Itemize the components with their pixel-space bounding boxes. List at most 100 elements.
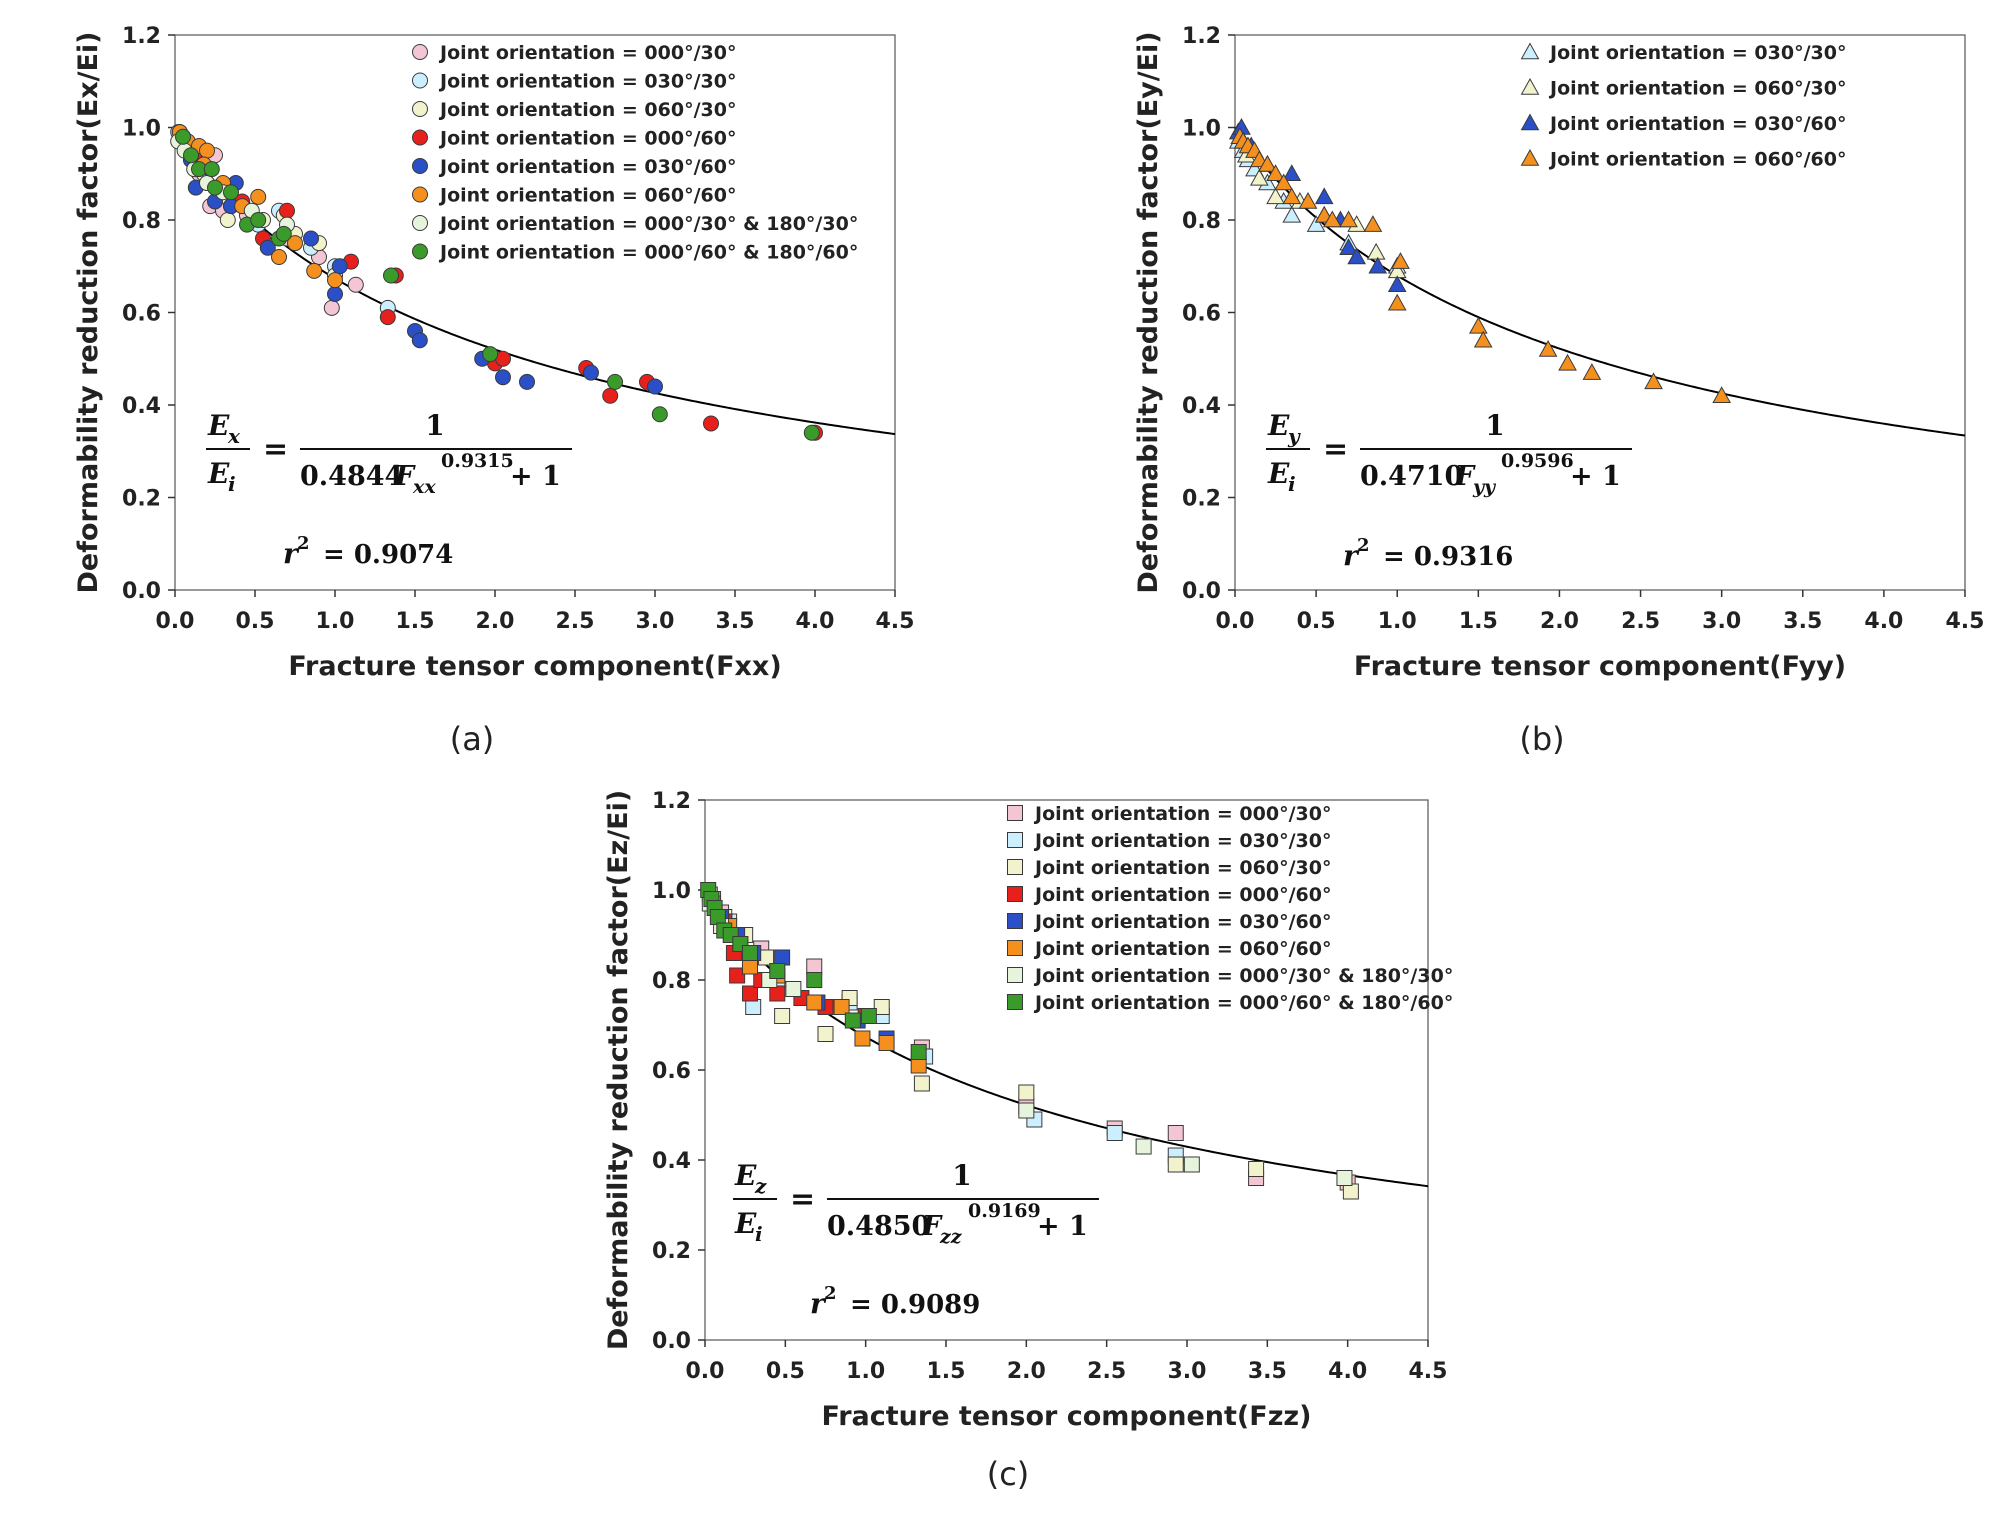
data-point — [1167, 1156, 1184, 1173]
x-tick-label: 2.0 — [1007, 1359, 1046, 1384]
data-point — [1135, 1138, 1152, 1155]
x-tick-label: 0.5 — [766, 1359, 805, 1384]
data-point — [1363, 215, 1383, 232]
y-tick-label: 0.8 — [122, 209, 161, 234]
data-point — [1106, 1125, 1123, 1141]
data-point — [1558, 353, 1577, 371]
equation-variable-sub: zz — [939, 1226, 963, 1248]
data-point — [774, 1008, 791, 1024]
plot-area-frame — [704, 799, 1429, 1341]
x-axis-title: Fracture tensor component(Fzz) — [822, 1401, 1312, 1432]
legend-swatch — [1520, 42, 1540, 60]
data-point — [287, 235, 303, 252]
equation-variable: F — [1454, 461, 1476, 492]
chart-svg: 0.0 0.2 0.4 0.6 0.8 1.0 1.2 0.0 0.5 1.0 1.5 2.0 2.5 3… — [603, 789, 1453, 1493]
x-tick-label: 1.5 — [927, 1359, 966, 1384]
data-point — [175, 128, 191, 145]
y-tick-label: 0.6 — [1182, 302, 1221, 327]
x-tick-label: 3.5 — [1783, 609, 1822, 634]
data-point — [607, 373, 623, 390]
equation-exponent: 0.9169 — [968, 1200, 1041, 1222]
data-point — [854, 1030, 871, 1047]
legend-label: Joint orientation = 030°/30° — [1548, 42, 1846, 64]
chart-panel-a: 0.0 0.2 0.4 0.6 0.8 1.0 1.2 0.0 0.5 1.0 1.5 2.0 2.5 3… — [20, 10, 920, 770]
legend-swatch — [1520, 113, 1540, 131]
data-point — [741, 958, 758, 975]
panel-label: (b) — [1519, 720, 1564, 758]
equation-coefficient: 0.4844 — [300, 461, 403, 492]
fit-curve — [704, 889, 1429, 1188]
data-point — [647, 378, 663, 395]
y-tick-label: 0.6 — [652, 1059, 691, 1084]
equation-plus-one: + 1 — [1570, 461, 1621, 492]
fit-curve — [1234, 126, 1966, 437]
x-tick-label: 0.0 — [686, 1359, 725, 1384]
data-point — [327, 286, 343, 302]
data-point — [1274, 173, 1294, 191]
r-squared-label: r — [1343, 539, 1360, 572]
data-point — [259, 239, 276, 256]
equation-equals: = — [790, 1182, 815, 1217]
data-point — [482, 346, 499, 363]
legend-label: Joint orientation = 030°/60° — [438, 156, 736, 178]
legend-swatch — [412, 158, 428, 174]
equation-variable-sub: yy — [1472, 476, 1497, 498]
legend-swatch — [412, 72, 428, 89]
data-point — [1266, 164, 1285, 182]
data-point — [1342, 1183, 1359, 1200]
x-axis-title: Fracture tensor component(Fxx) — [288, 651, 781, 682]
data-point — [806, 958, 823, 975]
legend-label: Joint orientation = 060°/30° — [1548, 78, 1846, 100]
legend-label: Joint orientation = 030°/30° — [438, 71, 736, 93]
data-point — [602, 387, 619, 404]
x-tick-label: 1.0 — [316, 609, 355, 634]
y-tick-label: 1.2 — [122, 24, 161, 49]
legend-label: Joint orientation = 000°/60° & 180°/60° — [438, 242, 858, 264]
legend-label: Joint orientation = 000°/30° & 180°/30° — [438, 213, 858, 235]
data-point — [1391, 252, 1410, 269]
data-point — [250, 188, 267, 205]
data-point — [1282, 205, 1302, 223]
data-point — [306, 262, 323, 279]
y-tick-label: 0.0 — [122, 579, 161, 604]
r-squared-value: = 0.9089 — [850, 1290, 980, 1320]
data-point — [1468, 316, 1488, 334]
equation-numerator: 1 — [1485, 409, 1504, 442]
x-tick-label: 2.0 — [476, 609, 515, 634]
legend-swatch — [412, 215, 428, 231]
data-point — [203, 161, 220, 178]
y-tick-label: 1.0 — [1182, 117, 1221, 142]
data-point — [741, 985, 758, 1002]
x-tick-label: 2.5 — [1621, 609, 1660, 634]
legend-swatch — [1007, 940, 1023, 956]
data-point — [347, 276, 364, 293]
equation-lhs-numerator: E — [734, 1159, 757, 1192]
x-tick-label: 3.0 — [636, 609, 675, 634]
legend: Joint orientation = 030°/30° Joint orient… — [1520, 42, 1846, 171]
data-point — [844, 1012, 861, 1029]
data-point — [873, 999, 890, 1015]
r-squared-superscript: 2 — [1357, 535, 1370, 556]
data-point — [1322, 210, 1342, 228]
data-point — [1473, 330, 1493, 348]
equation-lhs-denominator: E — [1267, 457, 1290, 490]
legend-swatch — [1007, 913, 1023, 929]
equation-lhs-denominator-sub: i — [228, 472, 236, 496]
data-point — [219, 212, 236, 228]
y-axis-title: Deformability reduction factor(Ey/Ei) — [1133, 31, 1164, 593]
data-point — [411, 332, 428, 349]
data-point — [745, 999, 762, 1015]
x-axis-title: Fracture tensor component(Fyy) — [1354, 651, 1846, 682]
data-point — [769, 985, 786, 1002]
data-point — [1258, 154, 1277, 172]
data-point — [785, 981, 802, 997]
x-tick-label: 2.5 — [556, 609, 595, 634]
chart-panel-b: 0.0 0.2 0.4 0.6 0.8 1.0 1.2 0.0 0.5 1.0 1.5 2.0 2.5 3… — [1090, 10, 1990, 770]
equation-plus-one: + 1 — [1037, 1211, 1088, 1242]
legend-label: Joint orientation = 060°/60° — [438, 185, 736, 207]
data-point — [275, 225, 292, 242]
legend-swatch — [1007, 886, 1023, 902]
legend-label: Joint orientation = 030°/60° — [1033, 911, 1331, 933]
